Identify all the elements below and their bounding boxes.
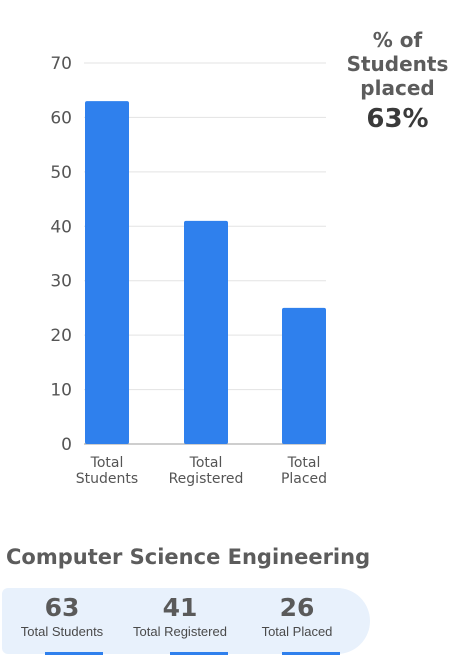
kpi-title-line2: placed (360, 76, 435, 100)
department-stats-card: 63 Total Students 41 Total Registered 26… (2, 588, 370, 655)
bar (85, 101, 129, 444)
stat-underline (45, 652, 103, 655)
y-tick-label: 0 (61, 435, 72, 455)
y-tick-label: 30 (50, 272, 72, 292)
y-tick-label: 70 (50, 54, 72, 74)
x-tick-label: Total (90, 455, 124, 471)
stat-total-placed: 26 Total Placed (252, 592, 342, 640)
x-tick-label: Registered (169, 471, 244, 487)
bar (184, 220, 228, 444)
x-tick-label: Total (287, 455, 321, 471)
chart-svg: 010203040506070TotalStudentsTotalRegiste… (50, 54, 327, 487)
stat-label: Total Registered (133, 624, 227, 639)
y-tick-label: 40 (50, 217, 72, 237)
y-tick-label: 10 (50, 381, 72, 401)
x-tick-label: Students (76, 471, 138, 487)
placement-kpi: % of Students placed 63% (330, 28, 465, 134)
stat-label: Total Students (20, 624, 104, 639)
stat-label: Total Placed (261, 624, 333, 639)
stat-value: 26 (279, 593, 315, 622)
bar-chart: 0 10 20 30 40 50 60 70 Total Students Total Registe… (50, 54, 327, 487)
stat-underline (170, 652, 228, 655)
stat-total-registered: 41 Total Registered (126, 592, 234, 640)
kpi-value: 63% (366, 104, 429, 134)
stat-total-students: 63 Total Students (12, 592, 112, 640)
x-tick-label: Placed (281, 471, 327, 487)
y-tick-label: 60 (50, 108, 72, 128)
stat-value: 41 (162, 593, 198, 622)
y-tick-label: 50 (50, 163, 72, 183)
stat-value: 63 (44, 593, 80, 622)
department-title: Computer Science Engineering (6, 545, 371, 569)
bar (282, 307, 326, 444)
y-tick-label: 20 (50, 326, 72, 346)
stat-underline (282, 652, 340, 655)
x-tick-label: Total (189, 455, 223, 471)
kpi-title-line1: % of Students (346, 28, 449, 76)
